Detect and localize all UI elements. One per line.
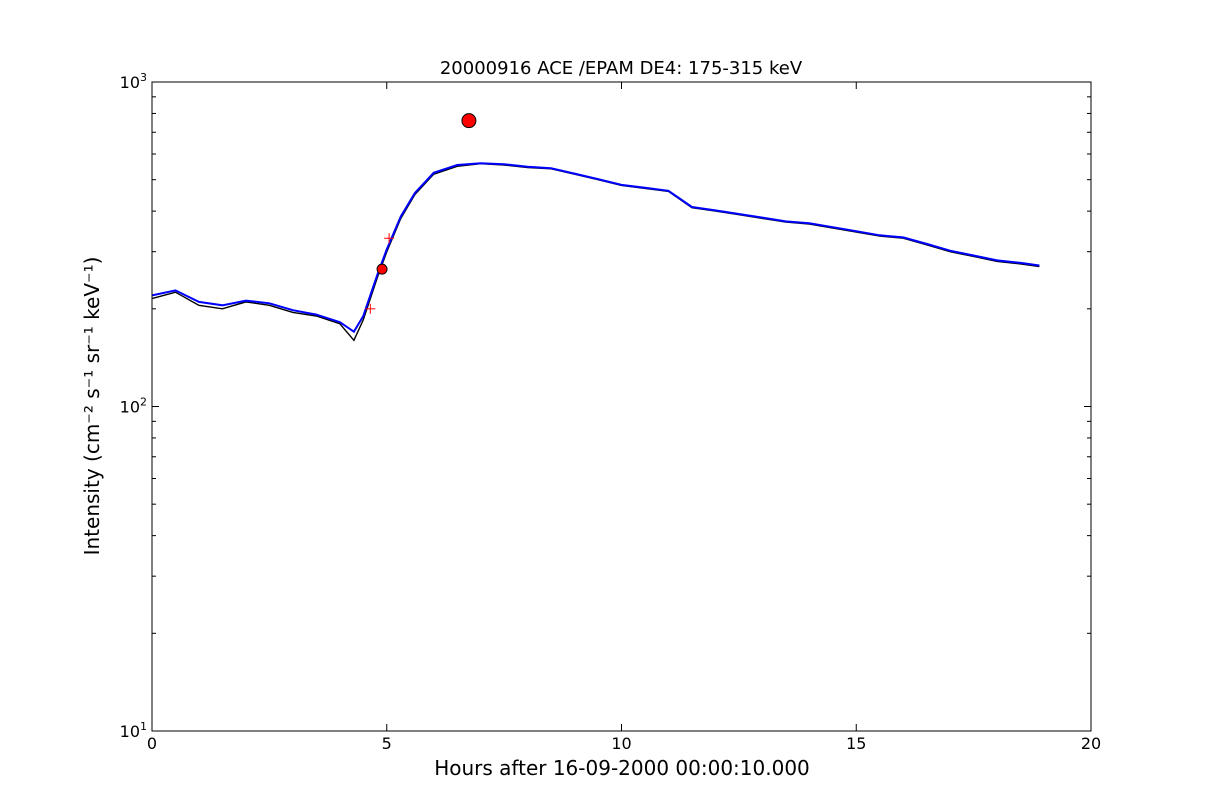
tick-group: [151, 81, 1092, 732]
x-tick-label: 15: [846, 734, 866, 753]
series-group: [151, 162, 1040, 342]
y-tick-label: 101: [120, 720, 147, 741]
x-tick-label: 0: [147, 734, 157, 753]
plus-marker: [384, 233, 395, 244]
plus-marker: [365, 303, 376, 314]
y-tick-labels: 101 102 103: [120, 71, 147, 741]
x-tick-labels: 0 5 10 15 20: [147, 734, 1101, 753]
x-tick-label: 10: [611, 734, 631, 753]
marker-group: [365, 113, 477, 314]
series-line-smoothed: [151, 162, 1040, 334]
chart-title: 20000916 ACE /EPAM DE4: 175-315 keV: [440, 58, 803, 79]
circle-marker: [376, 263, 388, 275]
y-tick-label: 102: [120, 396, 147, 417]
circle-marker: [461, 113, 477, 129]
series-line-raw: [151, 162, 1040, 342]
plot-frame: [151, 81, 1092, 732]
x-tick-label: 5: [382, 734, 392, 753]
y-axis-label: Intensity (cm⁻² s⁻¹ sr⁻¹ keV⁻¹): [80, 257, 104, 556]
x-axis-label: Hours after 16-09-2000 00:00:10.000: [434, 756, 810, 780]
y-tick-label: 103: [120, 71, 147, 92]
x-tick-label: 20: [1081, 734, 1101, 753]
